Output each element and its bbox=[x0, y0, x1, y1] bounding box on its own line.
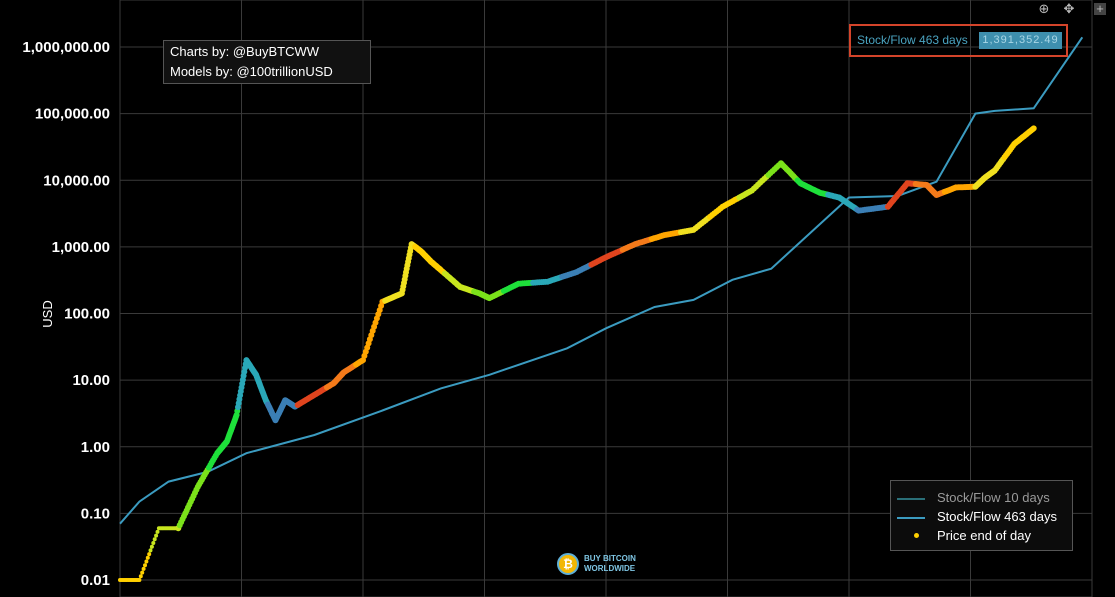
legend-dot bbox=[914, 533, 919, 538]
y-tick-label: 0.01 bbox=[81, 572, 110, 589]
series-line-sf463 bbox=[119, 36, 1084, 525]
bitcoin-coin-icon: ₿ bbox=[557, 553, 579, 575]
credits-line-charts: Charts by: @BuyBTCWW bbox=[170, 44, 319, 59]
legend-label: Price end of day bbox=[937, 528, 1031, 543]
credits-box: Charts by: @BuyBTCWW Models by: @100tril… bbox=[163, 40, 371, 84]
y-tick-label: 1,000,000.00 bbox=[22, 39, 110, 56]
zoom-icon[interactable]: ⊕ bbox=[1038, 1, 1050, 16]
price-point bbox=[141, 566, 146, 571]
price-points bbox=[118, 125, 1037, 582]
y-tick-label: 1,000.00 bbox=[52, 239, 110, 256]
price-point bbox=[151, 541, 156, 545]
y-axis: 1,000,000.00 100,000.00 10,000.00 1,000.00 1… bbox=[22, 39, 110, 589]
pan-icon[interactable]: ✥ bbox=[1063, 1, 1075, 16]
price-point bbox=[138, 574, 143, 579]
legend-label: Stock/Flow 463 days bbox=[937, 509, 1057, 524]
series-lines bbox=[119, 36, 1084, 525]
hover-readout: Stock/Flow 463 days 1,391,352.49 bbox=[849, 24, 1068, 57]
price-point bbox=[140, 570, 145, 575]
hover-value: 1,391,352.49 bbox=[979, 32, 1062, 49]
price-point bbox=[154, 533, 159, 538]
y-axis-label: USD bbox=[40, 300, 55, 327]
watermark-text: BUY BITCOIN WORLDWIDE bbox=[584, 554, 636, 574]
watermark-line1: BUY BITCOIN bbox=[584, 554, 636, 563]
price-point bbox=[144, 559, 149, 564]
y-tick-label: 0.10 bbox=[81, 505, 110, 522]
price-point bbox=[148, 548, 153, 553]
y-tick-label: 100.00 bbox=[64, 306, 110, 323]
legend: Stock/Flow 10 days Stock/Flow 463 days P… bbox=[890, 480, 1073, 551]
legend-swatch bbox=[897, 517, 925, 519]
price-point bbox=[155, 529, 160, 534]
y-tick-label: 1.00 bbox=[81, 439, 110, 456]
price-point bbox=[143, 563, 147, 568]
price-point bbox=[152, 537, 157, 542]
price-point bbox=[145, 555, 150, 560]
y-tick-label: 10.00 bbox=[72, 372, 110, 389]
watermark-logo: ₿ BUY BITCOIN WORLDWIDE bbox=[557, 551, 657, 579]
y-tick-label: 100,000.00 bbox=[35, 106, 110, 123]
y-tick-label: 10,000.00 bbox=[43, 172, 110, 189]
hover-series-name: Stock/Flow 463 days bbox=[857, 33, 968, 47]
watermark-line2: WORLDWIDE bbox=[584, 564, 636, 573]
credits-line-models: Models by: @100trillionUSD bbox=[170, 64, 333, 79]
price-point bbox=[1030, 125, 1037, 132]
legend-swatch bbox=[897, 498, 925, 500]
expand-icon[interactable]: + bbox=[1094, 2, 1106, 15]
price-point bbox=[137, 578, 142, 582]
price-point bbox=[147, 552, 152, 557]
legend-label: Stock/Flow 10 days bbox=[937, 490, 1050, 505]
price-point bbox=[149, 544, 154, 549]
